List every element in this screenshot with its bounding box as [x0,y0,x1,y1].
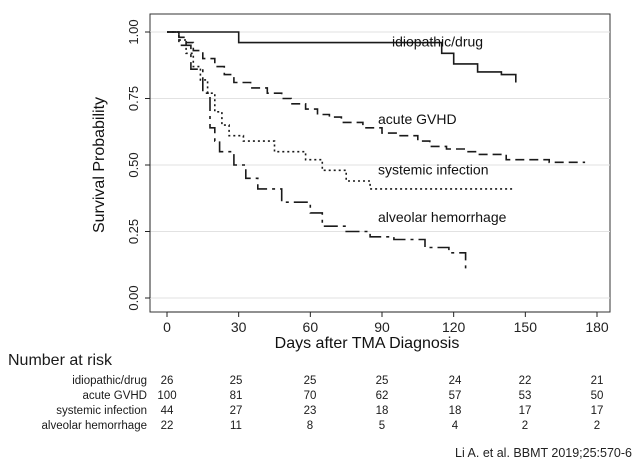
series-line-systemic-infection [167,31,514,190]
x-tick-label: 180 [585,319,609,335]
y-tick-label: 0.75 [126,86,141,111]
y-tick-label: 0.50 [126,152,141,177]
plot-frame [149,13,611,313]
x-tick-label: 150 [514,319,538,335]
series-line-idiopathic-drug [167,31,517,83]
y-tick-label: 0.00 [126,285,141,310]
x-tick-label: 60 [303,319,319,335]
x-tick-label: 90 [374,319,390,335]
series-label-systemic-infection: systemic infection [378,161,488,177]
y-tick-label: 1.00 [126,19,141,44]
series-label-idiopathic-drug: idiopathic/drug [392,34,483,50]
series-label-acute-gvhd: acute GVHD [378,111,457,127]
series-line-alveolar-hemorrhage [167,31,467,269]
x-tick-label: 30 [231,319,247,335]
y-tick-label: 0.25 [126,219,141,244]
series-line-acute-gvhd [167,31,586,164]
x-tick-label: 0 [163,319,171,335]
x-tick-label: 120 [442,319,466,335]
x-axis-label: Days after TMA Diagnosis [275,335,460,352]
citation: Li A. et al. BBMT 2019;25:570-6 [455,446,632,460]
y-axis-label: Survival Probability [91,97,108,233]
series-label-alveolar-hemorrhage: alveolar hemorrhage [378,209,507,225]
